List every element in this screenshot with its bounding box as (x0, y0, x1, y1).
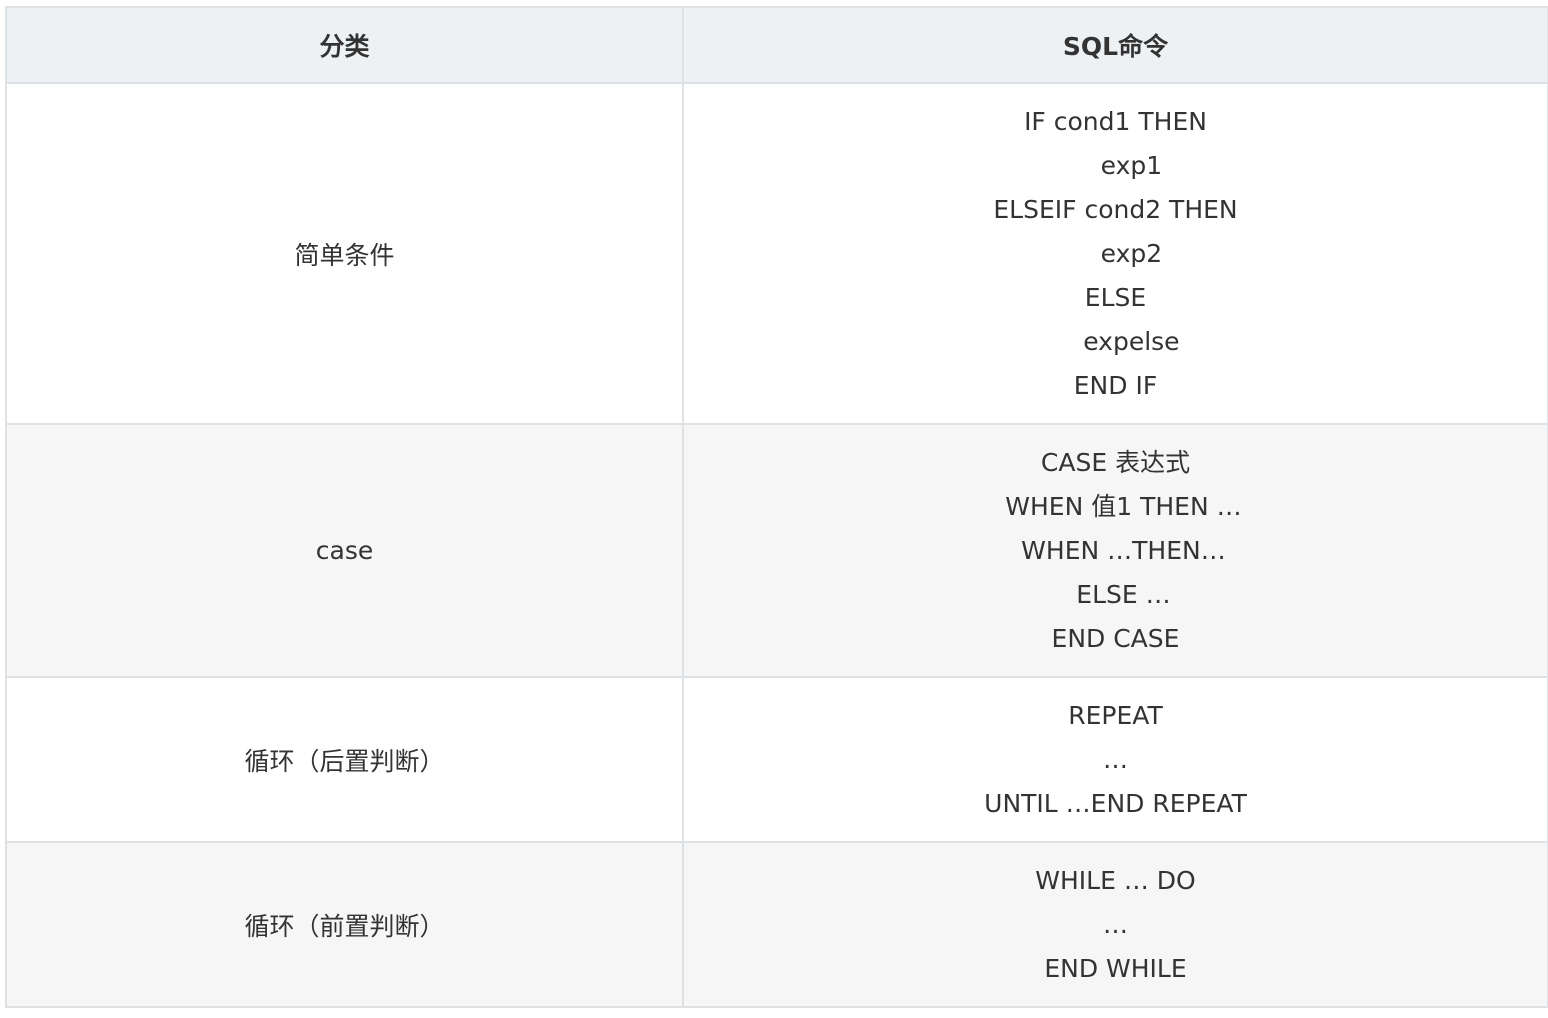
command-line: ELSE (1084, 282, 1147, 312)
command-line: CASE 表达式 (1040, 447, 1191, 477)
category-cell: 循环（前置判断） (5, 841, 684, 1008)
table-row: 循环（前置判断） WHILE … DO … END WHILE (5, 841, 1548, 1008)
command-line: REPEAT (1068, 700, 1163, 730)
command-cell: WHILE … DO … END WHILE (682, 841, 1548, 1008)
category-cell: case (5, 423, 684, 678)
command-line: WHILE … DO (1035, 865, 1196, 895)
table-row: 简单条件 IF cond1 THEN exp1 ELSEIF cond2 THE… (5, 82, 1548, 425)
command-line: exp1 (1068, 150, 1163, 180)
command-line: ELSEIF cond2 THEN (993, 194, 1238, 224)
command-cell: REPEAT … UNTIL …END REPEAT (682, 676, 1548, 843)
command-line: exp2 (1068, 238, 1163, 268)
header-sql-command: SQL命令 (682, 6, 1548, 84)
table-row: 循环（后置判断） REPEAT … UNTIL …END REPEAT (5, 676, 1548, 843)
header-category: 分类 (5, 6, 684, 84)
command-line: WHEN 值1 THEN … (989, 491, 1242, 521)
command-line: … (1103, 909, 1128, 939)
command-line: WHEN …THEN… (1005, 535, 1226, 565)
command-line: END CASE (1051, 623, 1180, 653)
command-line: … (1103, 744, 1128, 774)
command-line: END IF (1073, 370, 1158, 400)
command-line: END WHILE (1044, 953, 1187, 983)
command-line: expelse (1051, 326, 1180, 356)
table-header-row: 分类 SQL命令 (5, 6, 1548, 84)
command-line: IF cond1 THEN (1024, 106, 1207, 136)
category-cell: 循环（后置判断） (5, 676, 684, 843)
category-cell: 简单条件 (5, 82, 684, 425)
command-line: ELSE … (1060, 579, 1171, 609)
command-line: UNTIL …END REPEAT (984, 788, 1247, 818)
command-cell: IF cond1 THEN exp1 ELSEIF cond2 THEN exp… (682, 82, 1548, 425)
command-cell: CASE 表达式 WHEN 值1 THEN … WHEN …THEN… ELSE… (682, 423, 1548, 678)
table-row: case CASE 表达式 WHEN 值1 THEN … WHEN …THEN…… (5, 423, 1548, 678)
sql-command-table: 分类 SQL命令 简单条件 IF cond1 THEN exp1 ELSEIF … (5, 6, 1548, 1008)
